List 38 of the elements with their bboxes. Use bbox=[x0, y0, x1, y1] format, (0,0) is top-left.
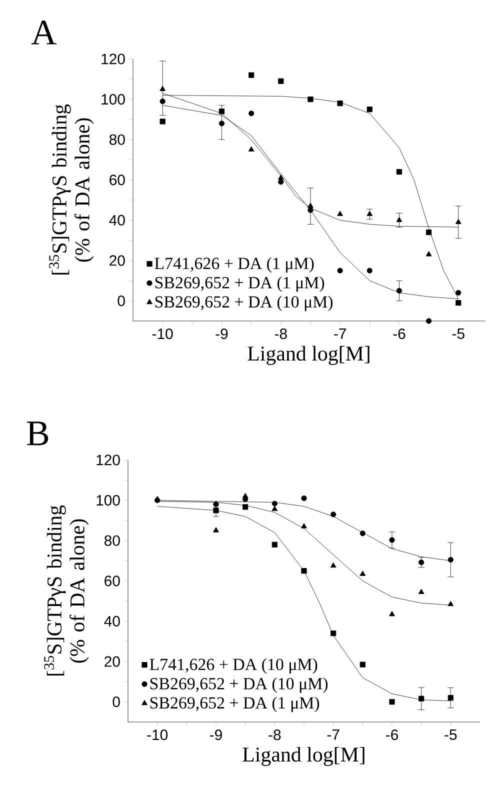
x-tick-label: -7 bbox=[334, 328, 346, 339]
x-tick-label: -9 bbox=[216, 328, 228, 340]
legend-label: SB269,652 + DA (10 μM) bbox=[155, 296, 333, 312]
x-axis-title: Ligand log[M] bbox=[248, 346, 370, 365]
y-tick-label: 40 bbox=[109, 214, 125, 226]
y-tick-label: 20 bbox=[110, 255, 125, 266]
chart-title: A bbox=[31, 20, 57, 44]
x-tick-label: -5 bbox=[444, 730, 457, 740]
y-tick-label: 80 bbox=[104, 535, 120, 546]
y-tick-label: 40 bbox=[104, 616, 120, 627]
y-tick-label: 0 bbox=[118, 296, 125, 306]
x-tick-label: -10 bbox=[147, 730, 168, 740]
y-tick-label: 120 bbox=[96, 454, 120, 466]
y-axis-title: [$^{35}$S]GTPγS binding (% of DA alone) bbox=[44, 505, 89, 676]
legend-label: SB269,652 + DA (10 μM) bbox=[150, 677, 328, 693]
x-tick-label: -8 bbox=[274, 328, 287, 340]
y-tick-label: 20 bbox=[104, 656, 120, 667]
x-tick-label: -10 bbox=[152, 328, 173, 340]
x-tick-label: -6 bbox=[386, 730, 398, 740]
y-tick-label: 60 bbox=[110, 174, 125, 186]
legend-label: L741,626 + DA (10 μM) bbox=[150, 658, 318, 674]
y-tick-label: 100 bbox=[96, 495, 120, 506]
legend-label: SB269,652 + DA (1 μM) bbox=[150, 696, 320, 712]
x-tick-label: -7 bbox=[327, 730, 340, 740]
y-tick-label: 0 bbox=[112, 696, 120, 708]
legend-label: L741,626 + DA (1 μM) bbox=[154, 257, 314, 273]
y-tick-label: 120 bbox=[102, 54, 125, 64]
y-tick-label: 80 bbox=[110, 134, 125, 145]
y-tick-label: 100 bbox=[102, 94, 125, 105]
x-axis-title: Ligand log[M] bbox=[242, 746, 364, 766]
legend-label: SB269,652 + DA (1 μM) bbox=[155, 276, 324, 292]
x-tick-label: -8 bbox=[268, 730, 281, 740]
chart-title: B bbox=[26, 422, 48, 446]
x-tick-label: -5 bbox=[452, 328, 464, 339]
x-tick-label: -6 bbox=[393, 328, 406, 340]
y-axis-title: [$^{35}$S]GTPγS binding (% of DA alone) bbox=[49, 104, 94, 274]
x-tick-label: -9 bbox=[210, 730, 222, 740]
y-tick-label: 60 bbox=[104, 576, 120, 586]
